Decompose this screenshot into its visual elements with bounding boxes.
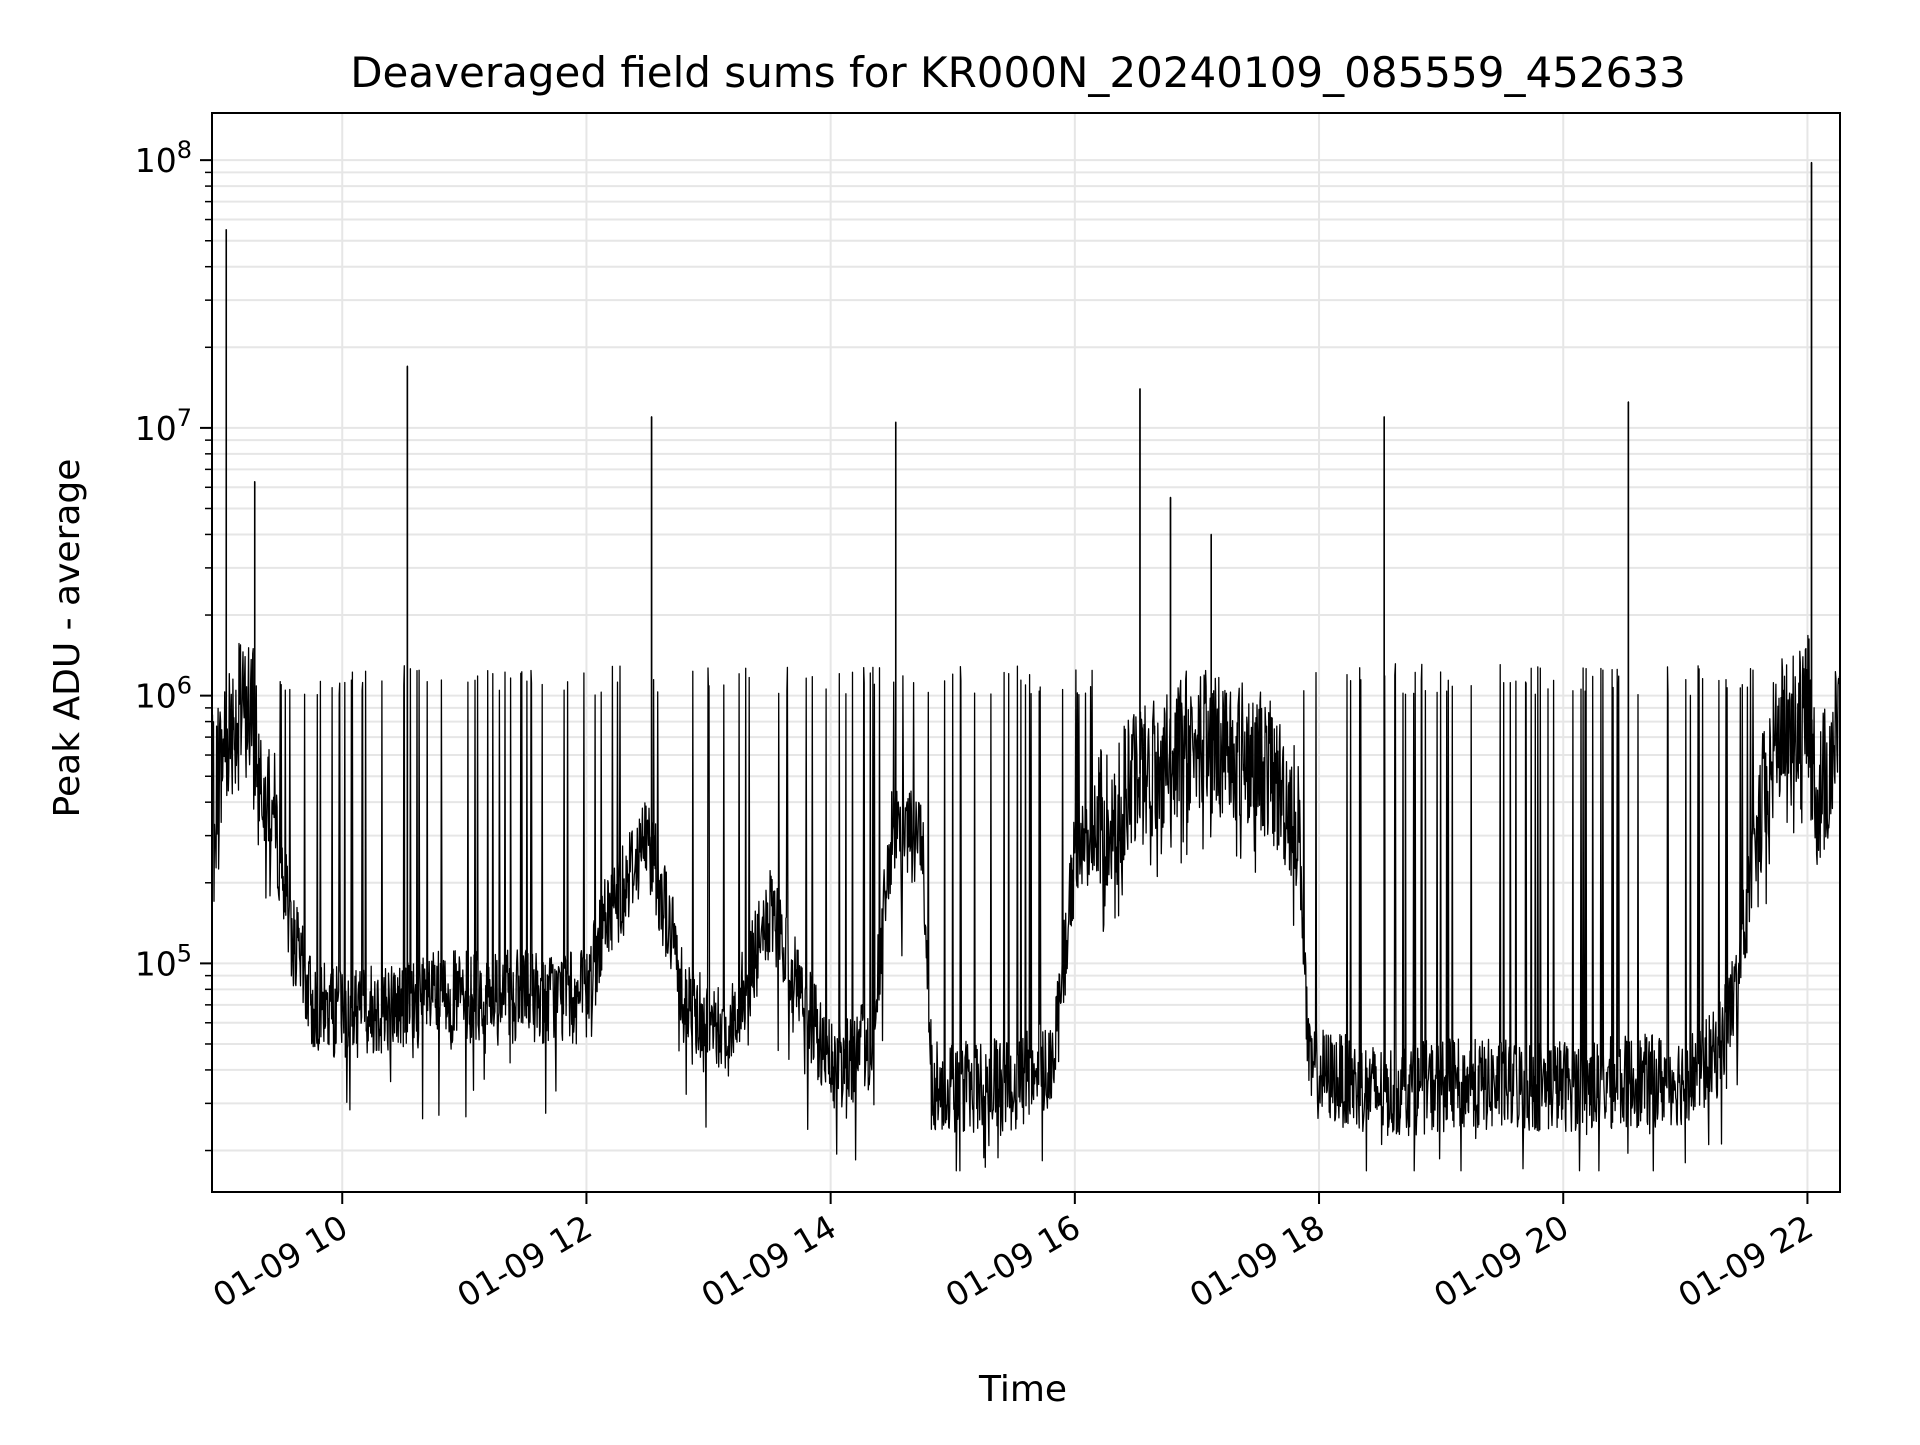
chart-title: Deaveraged field sums for KR000N_2024010… — [350, 48, 1686, 97]
y-tick-label: 106 — [135, 672, 192, 716]
y-tick-label: 108 — [135, 136, 192, 180]
y-tick-label: 105 — [135, 939, 192, 983]
y-tick-label: 107 — [135, 404, 192, 448]
x-axis-label: Time — [978, 1369, 1067, 1410]
series-line — [211, 161, 1841, 1172]
plot-frame — [211, 112, 1841, 1193]
series-layer — [211, 161, 1841, 1172]
y-axis-label: Peak ADU - average — [47, 459, 88, 818]
